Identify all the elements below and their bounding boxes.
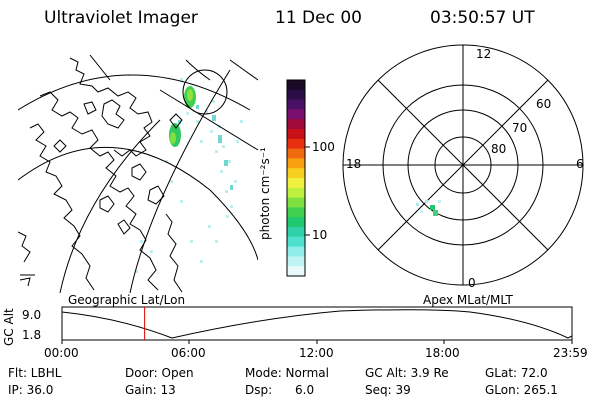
- altitude-curve: [61, 309, 573, 339]
- info-door: Door: Open: [125, 366, 194, 380]
- mlt-label-bottom: 0: [468, 276, 476, 290]
- coastlines: [18, 57, 183, 293]
- lat-lon-grid: [18, 55, 258, 293]
- polar-emission: [416, 200, 441, 216]
- colorbar-cells: [287, 80, 305, 277]
- colorbar-cell: [287, 158, 305, 169]
- info-seq: Seq: 39: [365, 383, 411, 397]
- colorbar-cell: [287, 187, 305, 199]
- emission-pixels: [135, 78, 243, 273]
- colorbar-tick-100: 100: [312, 140, 335, 154]
- colorbar-tick-10: 10: [312, 228, 328, 242]
- timeline-ytick-bottom: 1.8: [22, 328, 42, 342]
- geographic-map: [18, 55, 258, 293]
- timeline-xtick-4: 23:59: [553, 346, 588, 360]
- colorbar-unit-label: photon cm⁻²s⁻¹: [258, 147, 272, 240]
- timeline-xtick-0: 00:00: [44, 346, 79, 360]
- colorbar-cell: [287, 207, 305, 218]
- info-dsp: Dsp: 6.0: [245, 383, 315, 397]
- timeline-axis-label: GC Alt: [2, 308, 16, 346]
- colorbar-cell: [287, 119, 305, 130]
- colorbar-cell: [287, 178, 305, 189]
- colorbar-cell: [287, 80, 305, 91]
- info-glon: GLon: 265.1: [485, 383, 558, 397]
- colorbar-cell: [287, 266, 305, 277]
- mlt-label-right: 6: [576, 157, 584, 171]
- timeline-xtick-3: 18:00: [425, 346, 460, 360]
- colorbar-cell: [287, 99, 305, 110]
- colorbar-cell: [287, 129, 305, 140]
- timeline-xtick-1: 06:00: [171, 346, 206, 360]
- geographic-caption: Geographic Lat/Lon: [68, 293, 186, 307]
- timeline-ytick-top: 9.0: [22, 308, 42, 322]
- info-filter: Flt: LBHL: [8, 366, 62, 380]
- mlat-label-80: 80: [491, 142, 507, 156]
- colorbar-cell: [287, 148, 305, 159]
- apex-caption: Apex MLat/MLT: [423, 293, 513, 307]
- date-label: 11 Dec 00: [275, 8, 362, 28]
- info-gain: Gain: 13: [125, 383, 176, 397]
- colorbar-cell: [287, 227, 305, 238]
- timeline-xtick-2: 12:00: [299, 346, 334, 360]
- mlt-label-top: 12: [476, 47, 492, 61]
- colorbar-cell: [287, 168, 305, 179]
- colorbar-cell: [287, 138, 305, 150]
- timeline-plot: [61, 306, 573, 344]
- colorbar-cell: [287, 197, 305, 208]
- colorbar-cell: [287, 217, 305, 228]
- info-mode: Mode: Normal: [245, 366, 329, 380]
- info-glat: GLat: 72.0: [485, 366, 548, 380]
- polar-plot: [342, 44, 584, 286]
- colorbar-cell: [287, 236, 305, 248]
- instrument-title: Ultraviolet Imager: [44, 8, 198, 28]
- info-ip: IP: 36.0: [8, 383, 54, 397]
- info-gc-alt: GC Alt: 3.9 Re: [365, 366, 449, 380]
- colorbar-cell: [287, 256, 305, 267]
- colorbar-cell: [287, 89, 305, 101]
- colorbar-cell: [287, 246, 305, 257]
- colorbar-cell: [287, 109, 305, 120]
- mlt-label-left: 18: [346, 157, 362, 171]
- mlat-label-70: 70: [512, 121, 528, 135]
- mlat-label-60: 60: [536, 97, 552, 111]
- time-label: 03:50:57 UT: [430, 8, 535, 28]
- colorbar: [286, 79, 310, 277]
